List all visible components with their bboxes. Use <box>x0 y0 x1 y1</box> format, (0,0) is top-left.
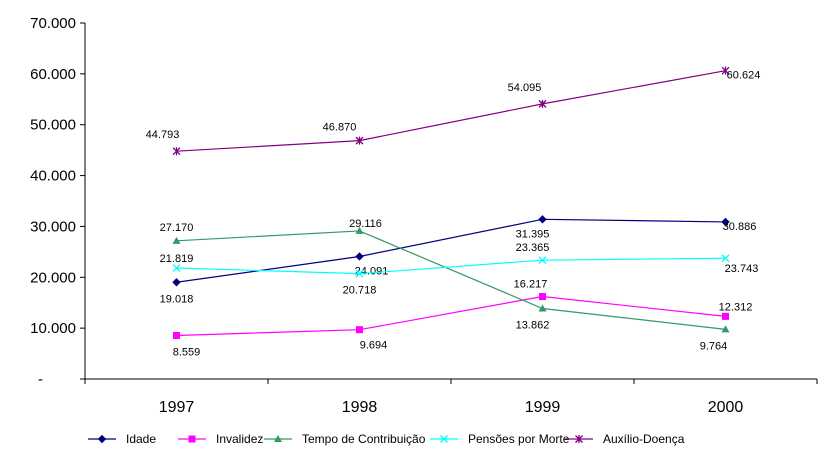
y-tick-label: 20.000 <box>30 269 76 286</box>
legend-marker <box>97 434 107 444</box>
data-label: 8.559 <box>173 346 201 358</box>
data-point <box>538 304 547 312</box>
x-tick-label: 1999 <box>525 399 561 416</box>
legend-label: Tempo de Contribuição <box>302 432 426 446</box>
data-point <box>538 256 547 265</box>
legend-label: Auxílio-Doença <box>603 432 685 446</box>
data-label: 46.870 <box>323 122 357 134</box>
data-label: 30.886 <box>723 221 757 233</box>
y-tick-label: 50.000 <box>30 117 76 134</box>
data-point <box>721 254 730 263</box>
x-tick-label: 2000 <box>708 399 744 416</box>
y-tick-label: 60.000 <box>30 66 76 83</box>
legend-label: Idade <box>126 432 156 446</box>
data-label: 9.694 <box>360 340 388 352</box>
data-point <box>355 226 364 234</box>
legend-marker <box>575 435 583 443</box>
legend-label: Pensões por Morte <box>468 432 570 446</box>
y-tick-label: - <box>38 371 43 388</box>
y-tick-label: 70.000 <box>30 15 76 32</box>
data-point <box>172 278 181 287</box>
data-point <box>355 252 364 261</box>
data-label: 13.862 <box>516 320 550 332</box>
data-label: 12.312 <box>719 301 753 313</box>
series-line <box>176 257 726 275</box>
data-point <box>355 136 364 145</box>
data-point <box>173 331 180 339</box>
data-label: 27.170 <box>160 222 194 234</box>
legend-marker <box>440 435 448 443</box>
data-label: 54.095 <box>508 82 542 94</box>
data-point <box>721 325 730 333</box>
data-label: 23.365 <box>516 242 550 254</box>
legend-marker <box>188 435 196 443</box>
data-point <box>355 269 364 278</box>
data-point <box>538 99 547 108</box>
legend-marker <box>274 435 282 442</box>
series-line <box>176 230 726 330</box>
data-point <box>722 312 729 320</box>
data-label: 19.018 <box>160 293 194 305</box>
series-line <box>176 295 726 337</box>
data-label: 44.793 <box>146 129 180 141</box>
data-label: 23.743 <box>725 263 759 275</box>
y-tick-label: 10.000 <box>30 320 76 337</box>
data-label: 60.624 <box>727 70 761 82</box>
series-line <box>176 218 726 283</box>
legend-label: Invalidez <box>216 432 263 446</box>
data-point <box>172 147 181 156</box>
data-label: 24.091 <box>355 265 389 277</box>
data-point <box>721 217 730 227</box>
data-point <box>356 326 363 334</box>
data-label: 20.718 <box>343 285 377 297</box>
data-point <box>172 264 181 272</box>
data-label: 21.819 <box>160 253 194 265</box>
data-point <box>721 66 730 75</box>
y-tick-label: 40.000 <box>30 168 76 185</box>
data-point <box>538 215 547 224</box>
series-line <box>176 70 726 152</box>
data-point <box>172 236 181 244</box>
data-point <box>539 293 546 301</box>
x-tick-label: 1997 <box>159 399 195 416</box>
data-label: 29.116 <box>349 218 382 230</box>
data-label: 31.395 <box>516 228 550 240</box>
data-label: 16.217 <box>514 279 548 291</box>
x-tick-label: 1998 <box>342 399 378 416</box>
y-tick-label: 30.000 <box>30 218 76 235</box>
data-label: 9.764 <box>700 340 728 352</box>
